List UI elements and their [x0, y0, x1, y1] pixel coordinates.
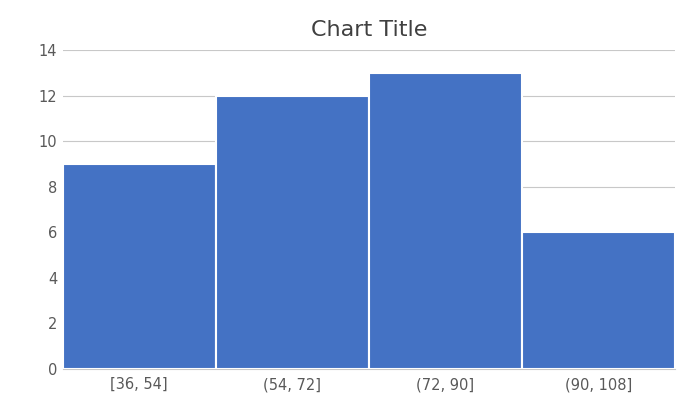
Title: Chart Title: Chart Title [310, 21, 427, 40]
Bar [63, 164, 216, 369]
Bar [216, 96, 369, 369]
Bar [369, 73, 522, 369]
Bar [522, 232, 675, 369]
